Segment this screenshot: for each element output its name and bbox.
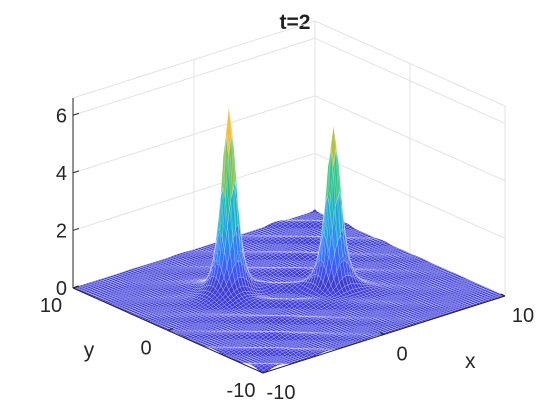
- chart-title: t=2: [280, 11, 311, 34]
- gridline: [72, 20, 316, 99]
- gridline: [314, 20, 506, 107]
- surface-mesh: [72, 106, 506, 374]
